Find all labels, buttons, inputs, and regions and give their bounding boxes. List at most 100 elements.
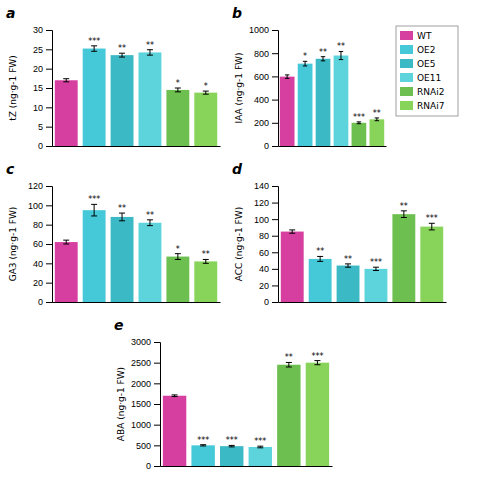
error-bar-line bbox=[303, 65, 307, 66]
legend: WTOE2OE5OE11RNAi2RNAi7 bbox=[396, 26, 458, 116]
y-tick: 140 bbox=[254, 181, 278, 191]
y-tick: 60 bbox=[33, 239, 52, 249]
x-axis bbox=[53, 302, 221, 303]
panel: 051015202530tZ (ng·g-1 FW)a********* bbox=[6, 5, 221, 151]
error-bar bbox=[203, 259, 209, 263]
legend-label: OE2 bbox=[417, 45, 436, 55]
legend-label: RNAi2 bbox=[417, 87, 444, 97]
error-bar bbox=[147, 220, 153, 226]
error-bar-line bbox=[229, 446, 235, 447]
error-bar bbox=[119, 53, 125, 57]
error-bar-line bbox=[317, 361, 318, 365]
y-tick-label: 2000 bbox=[131, 379, 151, 389]
y-tick: 20 bbox=[33, 278, 52, 288]
y-tick-mark bbox=[272, 236, 278, 237]
y-tick: 40 bbox=[33, 259, 52, 269]
significance-label: ** bbox=[319, 48, 327, 57]
y-tick-mark bbox=[272, 302, 278, 303]
y-tick-mark bbox=[46, 49, 52, 50]
legend-swatch bbox=[400, 73, 413, 82]
bar bbox=[309, 259, 332, 302]
y-tick: 20 bbox=[259, 281, 278, 291]
significance-label: *** bbox=[370, 258, 382, 267]
panel-label: c bbox=[6, 161, 15, 177]
x-axis bbox=[53, 146, 221, 147]
legend-item: RNAi2 bbox=[400, 87, 444, 97]
error-bar-line bbox=[63, 244, 69, 245]
y-tick: 0 bbox=[38, 141, 52, 151]
significance-label: *** bbox=[88, 37, 100, 46]
bar bbox=[280, 77, 295, 146]
y-axis: 02004006008001000 bbox=[249, 25, 279, 151]
y-tick-mark bbox=[46, 186, 52, 187]
error-bar-line bbox=[288, 362, 289, 367]
bar bbox=[352, 123, 367, 146]
error-bar-line bbox=[205, 259, 206, 263]
y-tick: 80 bbox=[33, 220, 52, 230]
y-tick: 25 bbox=[33, 45, 52, 55]
bar bbox=[111, 217, 134, 302]
y-tick-label: 15 bbox=[33, 83, 43, 93]
bar bbox=[249, 447, 272, 466]
plot-area bbox=[281, 211, 443, 302]
y-tick-label: 100 bbox=[254, 215, 269, 225]
y-tick-mark bbox=[272, 30, 278, 31]
significance-label: *** bbox=[311, 352, 323, 361]
y-tick-label: 1000 bbox=[249, 25, 269, 35]
error-bar bbox=[175, 254, 181, 260]
y-axis: 050010001500200025003000 bbox=[131, 337, 161, 471]
error-bar bbox=[357, 122, 361, 124]
y-tick: 15 bbox=[33, 83, 52, 93]
y-tick-label: 800 bbox=[254, 49, 269, 59]
y-tick-mark bbox=[46, 205, 52, 206]
significance-label: *** bbox=[226, 436, 238, 445]
error-bar-line bbox=[149, 50, 150, 55]
error-bar bbox=[401, 211, 407, 218]
y-tick: 5 bbox=[38, 122, 52, 132]
y-tick-mark bbox=[272, 252, 278, 253]
error-bar-line bbox=[375, 120, 379, 121]
legend-label: OE11 bbox=[417, 73, 441, 83]
bar bbox=[194, 261, 217, 302]
error-bar-line bbox=[94, 204, 95, 216]
figure: 051015202530tZ (ng·g-1 FW)a*********0200… bbox=[0, 0, 480, 500]
y-tick-label: 120 bbox=[28, 181, 43, 191]
y-tick-mark bbox=[46, 146, 52, 147]
error-bar bbox=[429, 223, 435, 230]
y-tick-mark bbox=[154, 425, 160, 426]
y-tick-mark bbox=[272, 123, 278, 124]
y-tick-label: 10 bbox=[33, 103, 43, 113]
y-tick-mark bbox=[272, 76, 278, 77]
error-bar-line bbox=[401, 217, 407, 218]
error-bar-line bbox=[339, 59, 343, 60]
y-tick-label: 0 bbox=[38, 141, 43, 151]
y-tick-label: 20 bbox=[259, 281, 269, 291]
y-tick-mark bbox=[272, 186, 278, 187]
error-bar-line bbox=[91, 215, 97, 216]
significance-label: ** bbox=[146, 211, 154, 220]
legend-item: OE5 bbox=[400, 59, 436, 69]
y-tick-label: 0 bbox=[264, 141, 269, 151]
y-tick-mark bbox=[272, 100, 278, 101]
bar bbox=[298, 64, 313, 146]
error-bar-line bbox=[122, 213, 123, 221]
bar bbox=[55, 80, 78, 146]
y-tick-mark bbox=[272, 203, 278, 204]
bar bbox=[365, 269, 388, 302]
y-axis-line bbox=[154, 343, 161, 467]
y-tick-label: 30 bbox=[33, 25, 43, 35]
significance-label: * bbox=[176, 245, 180, 254]
error-bar-line bbox=[203, 94, 209, 95]
y-tick-mark bbox=[46, 88, 52, 89]
y-axis-title: tZ (ng·g-1 FW) bbox=[8, 55, 18, 120]
significance-label: *** bbox=[353, 113, 365, 122]
y-axis-line bbox=[46, 31, 53, 147]
error-bar-line bbox=[286, 367, 292, 368]
error-bar bbox=[373, 267, 379, 270]
significance-label: * bbox=[176, 79, 180, 88]
bar bbox=[277, 365, 300, 466]
significance-label: *** bbox=[254, 437, 266, 446]
y-tick: 0 bbox=[264, 297, 278, 307]
y-tick-mark bbox=[46, 69, 52, 70]
y-tick-label: 3000 bbox=[131, 337, 151, 347]
